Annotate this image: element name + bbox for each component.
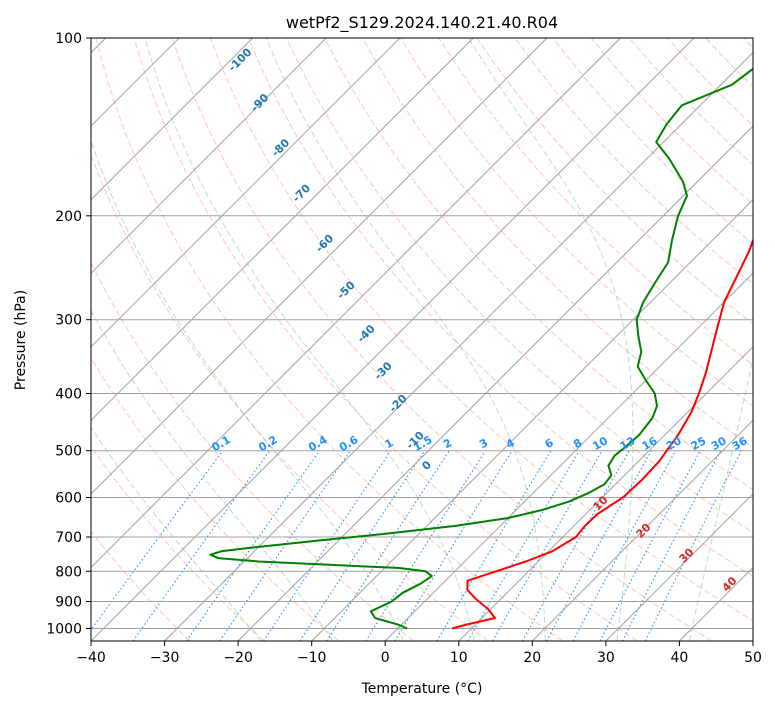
dry-adiabat (247, 38, 753, 577)
isotherm-line (164, 51, 753, 641)
isotherm-line (311, 198, 753, 641)
x-axis-title: Temperature (°C) (361, 681, 483, 697)
x-tick-label: 50 (744, 650, 762, 666)
dewpoint-line (209, 67, 753, 630)
mixing-ratio-line (299, 450, 426, 641)
y-tick-label: 800 (55, 564, 82, 580)
y-tick-label: 300 (55, 313, 82, 329)
x-tick-label: 10 (450, 650, 468, 666)
moist-adiabat (265, 38, 546, 641)
moist-adiabat (91, 426, 262, 641)
plot-frame (90, 37, 754, 642)
temperature-line (451, 237, 753, 630)
x-tick-label: −40 (76, 650, 106, 666)
axes: −40 −30 −20 −10 0 10 20 30 40 50 100 200 300 400 500 60… (46, 31, 762, 666)
mixing-ratio-line (365, 450, 486, 641)
dry-adiabat (91, 445, 265, 641)
dry-adiabat (91, 530, 191, 641)
x-tick-label: −20 (223, 650, 253, 666)
isotherm-line (237, 125, 753, 641)
moist-adiabat (688, 356, 753, 641)
isotherm-line (91, 38, 254, 201)
isotherm-line (91, 38, 548, 495)
x-tick-label: 0 (381, 650, 390, 666)
isotherm-line (531, 419, 753, 641)
y-tick-label: 500 (55, 444, 82, 460)
dry-adiabat (209, 38, 753, 622)
y-tick-label: 900 (55, 595, 82, 611)
dry-adiabat (133, 38, 638, 641)
x-tick-label: −30 (150, 650, 180, 666)
dry-adiabat (514, 38, 753, 285)
x-tick-label: −10 (297, 650, 327, 666)
y-tick-label: 600 (55, 491, 82, 507)
x-tick-label: 30 (597, 650, 615, 666)
y-tick-label: 100 (55, 31, 82, 47)
dry-adiabat (91, 153, 489, 641)
dry-adiabat (400, 38, 753, 407)
profile-lines (209, 67, 753, 630)
mixing-ratio-line (326, 450, 450, 641)
y-tick-label: 400 (55, 387, 82, 403)
y-tick-label: 700 (55, 530, 82, 546)
mixing-ratio-line (622, 450, 722, 641)
mixing-ratio-line (394, 450, 513, 641)
isotherm-line (91, 38, 621, 569)
moist-adiabat (144, 38, 475, 641)
x-tick-label: 20 (523, 650, 541, 666)
isotherm-line (91, 38, 327, 274)
y-tick-label: 200 (55, 209, 82, 225)
isotherm-line (91, 38, 474, 422)
isotherm-line (458, 346, 753, 641)
background-lines (91, 38, 753, 641)
dry-adiabat (438, 38, 753, 366)
dry-adiabat (324, 38, 753, 491)
mixing-ratio-line (219, 450, 351, 641)
chart-title: wetPf2_S129.2024.140.21.40.R04 (286, 13, 558, 33)
isotherm-line (384, 272, 753, 641)
x-tick-label: 40 (670, 650, 688, 666)
mixing-ratio-line (91, 450, 224, 631)
dry-adiabat (95, 38, 563, 641)
y-axis-title: Pressure (hPa) (13, 290, 29, 390)
isotherm-line (605, 493, 753, 641)
moist-adiabat (91, 139, 405, 641)
mixing-ratio-line (522, 450, 630, 641)
y-tick-label: 1000 (46, 622, 82, 638)
isotherm-line (91, 38, 401, 348)
dry-adiabat (91, 356, 340, 641)
mixing-ratio-line (546, 450, 652, 641)
mixing-ratio-line (644, 450, 742, 641)
isotherm-line (91, 38, 695, 641)
mixing-ratio-line (186, 450, 321, 641)
